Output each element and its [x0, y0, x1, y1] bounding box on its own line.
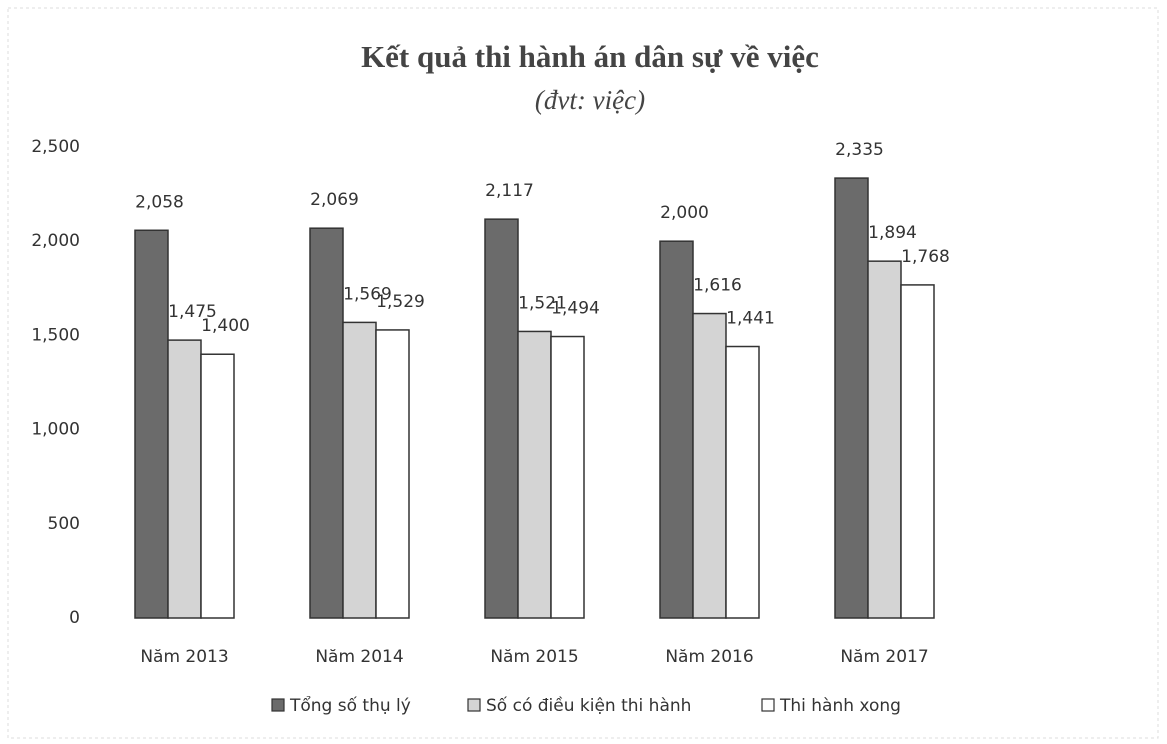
y-tick-label: 1,500 [31, 325, 80, 345]
bar [900, 284, 935, 619]
data-label: 1,569 [343, 284, 392, 304]
y-tick-label: 500 [48, 514, 80, 534]
bar [692, 312, 727, 619]
x-tick-label: Năm 2016 [665, 647, 753, 667]
x-tick-label: Năm 2017 [840, 647, 928, 667]
legend-label: Số có điều kiện thi hành [486, 695, 691, 716]
data-label: 1,616 [693, 276, 742, 296]
bar [309, 227, 344, 619]
bar [134, 229, 169, 619]
bar [342, 321, 377, 619]
bar [375, 329, 410, 619]
legend-label: Tổng số thụ lý [289, 695, 411, 716]
data-label: 2,335 [835, 140, 884, 160]
data-label: 1,529 [376, 292, 425, 312]
bar [550, 335, 585, 619]
bar [867, 260, 902, 619]
bar [659, 240, 694, 619]
y-tick-label: 2,500 [31, 137, 80, 157]
y-tick-label: 2,000 [31, 231, 80, 251]
data-label: 1,400 [201, 316, 250, 336]
y-tick-label: 1,000 [31, 420, 80, 440]
data-label: 2,058 [135, 192, 184, 212]
bar [167, 339, 202, 619]
data-label: 1,475 [168, 302, 217, 322]
bar [484, 218, 519, 619]
data-label: 2,000 [660, 203, 709, 223]
data-label: 1,521 [518, 293, 567, 313]
bar [834, 177, 869, 619]
bar [517, 330, 552, 619]
data-label: 1,894 [868, 223, 917, 243]
x-tick-label: Năm 2013 [140, 647, 228, 667]
chart-title: Kết quả thi hành án dân sự về việc [361, 39, 819, 74]
legend-swatch [271, 698, 285, 712]
legend-swatch [467, 698, 481, 712]
data-label: 2,117 [485, 181, 534, 201]
data-label: 2,069 [310, 190, 359, 210]
chart-subtitle: (đvt: việc) [535, 85, 645, 115]
data-label: 1,768 [901, 247, 950, 267]
data-label: 1,441 [726, 309, 775, 329]
data-label: 1,494 [551, 299, 600, 319]
bar [725, 345, 760, 619]
bar [200, 353, 235, 619]
x-tick-label: Năm 2014 [315, 647, 403, 667]
y-tick-label: 0 [69, 608, 80, 628]
legend-label: Thi hành xong [779, 696, 901, 716]
legend-swatch [761, 698, 775, 712]
x-tick-label: Năm 2015 [490, 647, 578, 667]
